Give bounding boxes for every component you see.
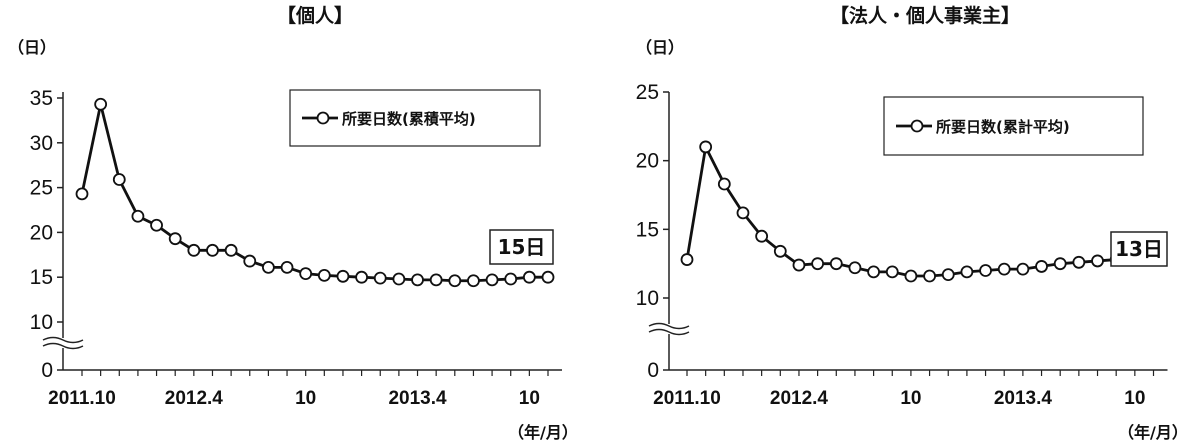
data-point	[885, 265, 899, 279]
x-tick-label: 10	[519, 388, 540, 409]
y-tick-label: 10	[636, 287, 659, 310]
x-tick-label: 2011.10	[653, 388, 721, 409]
axis-break-mark	[42, 336, 84, 344]
data-point	[923, 269, 936, 283]
data-point	[504, 272, 518, 286]
y-tick-label: 20	[636, 150, 659, 173]
data-point	[829, 257, 843, 271]
data-point	[243, 254, 257, 268]
data-point	[429, 273, 443, 287]
data-point	[997, 262, 1011, 276]
data-point	[848, 261, 862, 275]
x-tick-label: 2012.4	[770, 388, 829, 409]
data-point	[680, 253, 694, 266]
data-point	[206, 243, 219, 257]
x-tick-label: 2011.10	[48, 388, 116, 409]
legend-marker-swatch	[910, 119, 924, 133]
annotation-label: 13日	[1115, 237, 1163, 261]
data-point	[867, 265, 880, 279]
data-point	[522, 270, 536, 284]
data-point	[261, 260, 275, 274]
x-tick-label: 2012.4	[165, 388, 224, 409]
y-tick-label: 25	[636, 81, 659, 104]
chart-title: 【法人・個人事業主】	[830, 4, 1020, 27]
chart-panel-2: 【法人・個人事業主】 （日） （年/月） 0 10 15 20 25 2011.10 2012.4…	[636, 4, 1188, 442]
data-point	[1016, 262, 1030, 276]
data-point	[187, 243, 201, 257]
data-point	[317, 269, 331, 282]
legend-label: 所要日数(累積平均)	[342, 110, 476, 128]
data-point	[1035, 260, 1048, 273]
data-point	[299, 267, 313, 281]
data-point	[485, 273, 499, 287]
data-point	[467, 274, 480, 288]
annotation-box	[1110, 231, 1168, 267]
axis-break-mark	[648, 322, 690, 330]
y-tick-label: 25	[30, 177, 53, 200]
x-tick-label: 10	[900, 388, 921, 409]
data-point	[392, 272, 406, 286]
x-axis-unit-label: （年/月）	[1118, 423, 1188, 442]
data-point	[150, 218, 163, 232]
data-point	[979, 264, 992, 277]
data-point	[355, 270, 369, 284]
y-tick-label: 0	[41, 359, 53, 382]
data-point	[280, 260, 294, 274]
x-tick-label: 2013.4	[994, 388, 1053, 409]
series-line	[685, 142, 1154, 278]
data-point	[699, 140, 713, 154]
annotation-label: 15日	[498, 235, 546, 259]
data-point	[224, 243, 238, 257]
y-tick-label: 35	[30, 87, 53, 110]
data-point	[168, 232, 182, 246]
data-point	[736, 206, 750, 220]
chart-title: 【個人】	[277, 4, 353, 27]
data-point	[792, 258, 806, 272]
y-tick-label: 15	[636, 218, 659, 241]
x-tick-label: 10	[295, 388, 316, 409]
y-tick-label: 20	[30, 221, 53, 244]
data-point	[904, 269, 918, 283]
data-point	[411, 273, 424, 287]
y-axis-unit-label: （日）	[636, 38, 684, 57]
x-axis-unit-label: （年/月）	[508, 423, 578, 442]
y-axis-unit-label: （日）	[8, 38, 56, 57]
y-tick-label: 0	[647, 359, 659, 382]
legend-marker-swatch	[316, 111, 330, 125]
annotation-box	[489, 229, 554, 265]
data-point	[336, 269, 350, 283]
y-tick-label: 10	[30, 311, 53, 334]
y-tick-label: 30	[30, 132, 53, 155]
data-point	[94, 97, 108, 111]
data-point	[75, 187, 89, 201]
data-point	[541, 270, 555, 284]
data-point	[717, 177, 731, 191]
data-point	[373, 271, 387, 285]
x-tick-label: 2013.4	[388, 388, 447, 409]
data-point	[755, 229, 769, 243]
data-point	[960, 265, 974, 279]
data-point	[1072, 255, 1086, 269]
data-point	[1053, 257, 1067, 271]
x-tick-label: 10	[1124, 388, 1145, 409]
legend-label: 所要日数(累計平均)	[936, 118, 1070, 136]
data-point	[941, 268, 955, 282]
y-tick-label: 15	[30, 266, 53, 289]
axis-break-mark	[648, 328, 690, 336]
data-point	[131, 209, 145, 223]
data-point	[773, 244, 787, 258]
axis-break-mark	[42, 342, 84, 350]
chart-panel-1: 【個人】 （日） （年/月） 0 10 15 20 25 30 35 2011.10 2012.4 10…	[8, 4, 578, 442]
data-point	[811, 257, 825, 271]
data-point	[1091, 254, 1104, 268]
data-point	[112, 173, 126, 186]
data-point	[448, 274, 462, 288]
